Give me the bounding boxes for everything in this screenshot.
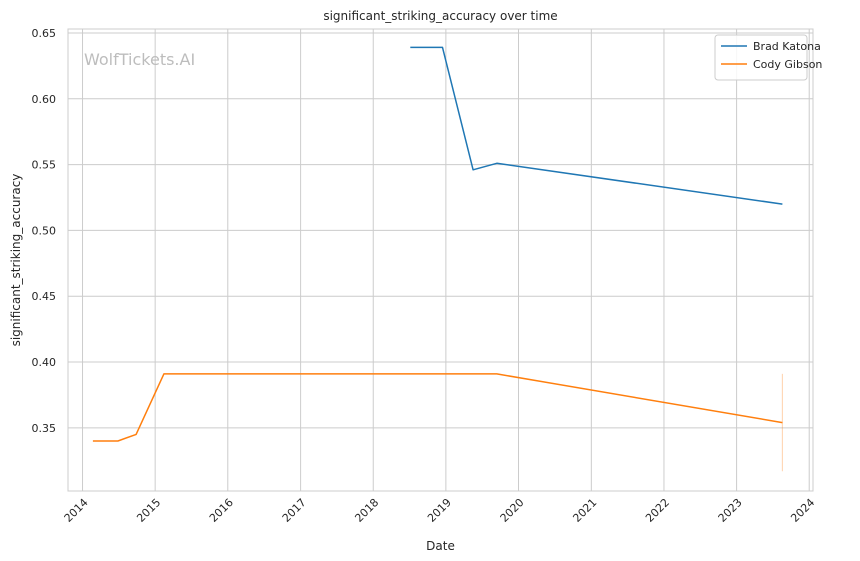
- legend-entry: Cody Gibson: [753, 58, 822, 71]
- series-line-0: [410, 46, 783, 205]
- series-line-1: [92, 373, 783, 442]
- legend-entry: Brad Katona: [753, 40, 821, 53]
- x-axis-label: Date: [426, 539, 455, 553]
- y-tick-label: 0.50: [32, 224, 57, 237]
- x-tick-label: 2019: [425, 496, 454, 525]
- x-tick-label: 2014: [62, 496, 91, 525]
- x-tick-label: 2024: [788, 496, 817, 525]
- y-tick-label: 0.40: [32, 356, 57, 369]
- x-tick-label: 2018: [352, 496, 381, 525]
- x-tick-label: 2023: [716, 496, 745, 525]
- y-axis-label: significant_striking_accuracy: [9, 174, 23, 347]
- y-tick-label: 0.55: [32, 159, 57, 172]
- watermark: WolfTickets.AI: [84, 50, 195, 69]
- x-tick-label: 2015: [134, 496, 163, 525]
- plot-frame: [67, 28, 814, 492]
- y-tick-labels: 0.35 0.40 0.45 0.50 0.55 0.60 0.65: [32, 27, 57, 435]
- grid: [68, 29, 813, 491]
- series-layer: [92, 46, 783, 472]
- y-tick-label: 0.65: [32, 27, 57, 40]
- x-tick-labels: 2014 2015 2016 2017 2018 2019 2020 2021 2022 2023…: [62, 496, 818, 525]
- x-tick-label: 2021: [570, 496, 599, 525]
- y-tick-label: 0.60: [32, 93, 57, 106]
- x-tick-label: 2016: [207, 496, 236, 525]
- chart-title: significant_striking_accuracy over time: [323, 9, 557, 23]
- legend: Brad Katona Cody Gibson: [714, 34, 822, 81]
- x-tick-label: 2020: [498, 496, 527, 525]
- y-tick-label: 0.45: [32, 290, 57, 303]
- y-tick-label: 0.35: [32, 422, 57, 435]
- x-tick-label: 2022: [643, 496, 672, 525]
- x-tick-label: 2017: [280, 496, 309, 525]
